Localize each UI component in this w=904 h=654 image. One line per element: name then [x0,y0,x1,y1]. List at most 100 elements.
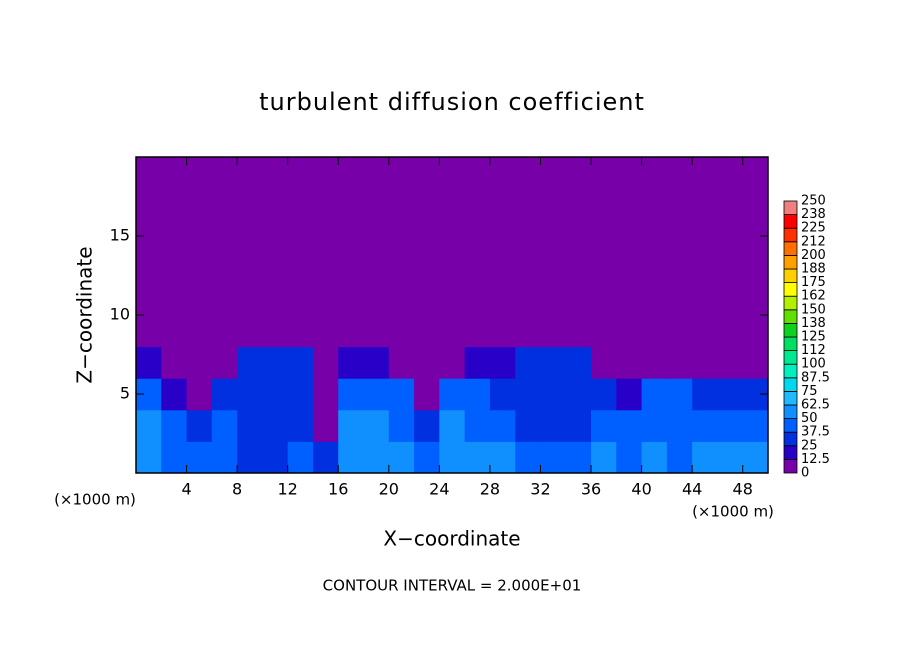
heatmap-cell [262,441,289,474]
heatmap-cell [540,315,567,348]
heatmap-cell [692,378,718,411]
heatmap-cell [489,441,516,474]
heatmap-cell [388,283,415,316]
heatmap-cell [237,409,263,442]
heatmap-cell [717,378,744,411]
heatmap-cell [565,157,592,190]
heatmap-cell [136,188,162,221]
x-tick-label: 32 [530,480,550,499]
heatmap-cell [641,220,668,253]
heatmap-cell [338,315,365,348]
heatmap-cell [161,346,188,379]
colorbar-swatch [783,458,798,474]
heatmap-cell [540,409,567,442]
x-tick-label: 36 [581,480,601,499]
heatmap-cell [515,441,541,474]
heatmap-cell [287,346,314,379]
heatmap-cell [616,283,643,316]
heatmap-cell [262,378,289,411]
heatmap-cell [439,283,466,316]
heatmap-cell [136,251,162,284]
heatmap-cell [641,378,668,411]
heatmap-cell [515,157,541,190]
heatmap-cell [414,409,440,442]
heatmap-cell [540,378,567,411]
heatmap-cell [439,378,466,411]
heatmap-cell [489,188,516,221]
heatmap-cell [717,188,744,221]
heatmap-cell [666,251,693,284]
heatmap-cell [363,409,390,442]
heatmap-cell [464,315,491,348]
heatmap-cell [464,409,491,442]
heatmap-cell [641,315,668,348]
heatmap-cell [439,220,466,253]
x-axis-label: X−coordinate [383,527,520,551]
colorbar-label: 12.5 [801,452,830,467]
heatmap-cell [136,157,162,190]
colorbar-label: 188 [801,262,826,277]
heatmap-cell [464,220,491,253]
heatmap-cell [616,409,643,442]
heatmap-cell [388,346,415,379]
chart-title: turbulent diffusion coefficient [259,88,645,116]
heatmap-cell [161,251,188,284]
heatmap-cell [262,409,289,442]
heatmap-cell [388,188,415,221]
heatmap-cell [641,409,668,442]
heatmap-cell [591,251,617,284]
heatmap-cell [414,188,440,221]
colorbar-label: 100 [801,357,826,372]
colorbar-label: 175 [801,275,826,290]
heatmap-cell [287,251,314,284]
heatmap-cell [338,346,365,379]
colorbar-swatch [783,214,798,229]
x-tick-label: 44 [682,480,702,499]
heatmap-cell [540,251,567,284]
heatmap-cell [742,441,769,474]
heatmap-cell [464,283,491,316]
heatmap-cell [136,441,162,474]
heatmap-cell [489,346,516,379]
colorbar-label: 62.5 [801,398,830,413]
colorbar-label: 37.5 [801,425,830,440]
colorbar-swatch [783,390,798,406]
heatmap-cell [211,378,238,411]
y-tick-label: 5 [120,384,130,403]
heatmap-cell [211,188,238,221]
heatmap-cell [692,346,718,379]
heatmap-cell [161,441,188,474]
heatmap-cell [717,441,744,474]
heatmap-cell [692,157,718,190]
colorbar-label: 75 [801,384,818,399]
heatmap-cell [439,188,466,221]
colorbar-swatch [783,445,798,460]
heatmap-cell [186,157,213,190]
heatmap-cell [717,157,744,190]
heatmap-cell [161,188,188,221]
heatmap-cell [439,441,466,474]
colorbar-label: 50 [801,411,818,426]
x-tick-label: 24 [429,480,449,499]
x-tick-label: 12 [278,480,298,499]
heatmap-cell [666,188,693,221]
heatmap-cell [742,315,769,348]
heatmap-cell [616,378,643,411]
colorbar-swatch [783,241,798,256]
y-tick-label: 10 [110,305,130,324]
heatmap-cell [692,283,718,316]
heatmap-cell [666,346,693,379]
heatmap-cell [515,220,541,253]
heatmap-cell [312,188,339,221]
heatmap-cell [211,220,238,253]
heatmap-cell [211,251,238,284]
heatmap-cell [363,441,390,474]
x-tick-label: 40 [631,480,651,499]
x-tick-label: 8 [232,480,242,499]
heatmap-cell [388,251,415,284]
heatmap-cell [136,409,162,442]
heatmap-cell [666,220,693,253]
heatmap-cell [489,220,516,253]
heatmap-cell [616,251,643,284]
